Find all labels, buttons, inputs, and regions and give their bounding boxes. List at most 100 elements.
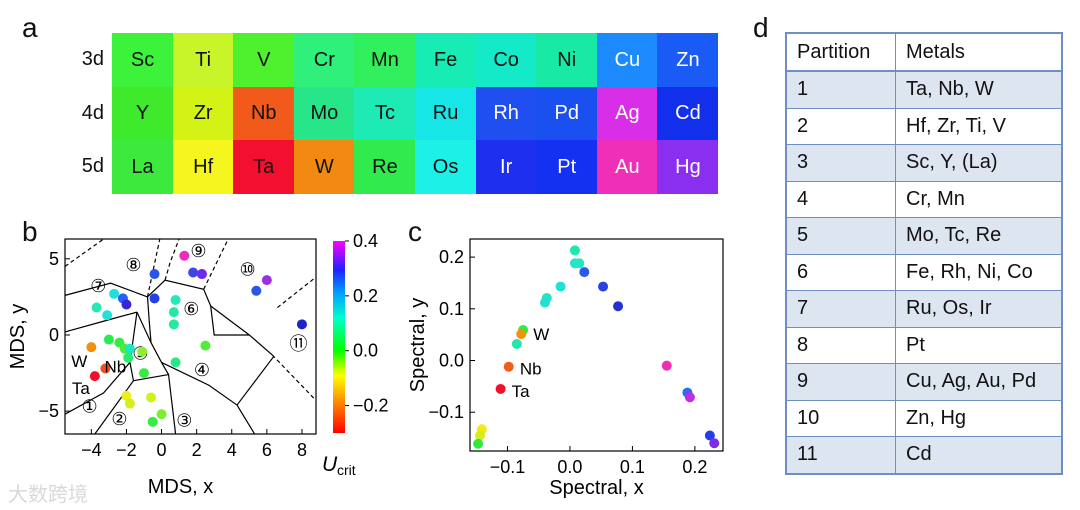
colorbar-tick-label: −0.2 [353,396,389,416]
scatter-point [168,319,179,330]
x-tick-label: 6 [262,440,272,460]
element-cell: Os [415,140,477,194]
partition-boundary-dashed [271,354,317,401]
partition-cell: 8 [785,326,896,364]
point-label: W [533,325,549,344]
scatter-point [661,360,672,371]
scatter-point [188,267,199,278]
scatter-point [121,390,132,401]
partition-cell: 11 [785,436,896,474]
panel-label-d: d [753,12,769,43]
metals-cell: Sc, Y, (La) [895,144,1063,182]
scatter-point [168,307,179,318]
partition-boundary [146,279,273,356]
table-row: 8 Pt [785,326,1063,364]
plot-frame [64,238,317,435]
metals-cell: Cu, Ag, Au, Pd [895,363,1063,401]
scatter-point [124,343,135,354]
partition-boundary-dashed [146,238,161,298]
table-row: 7 Ru, Os, Ir [785,290,1063,328]
element-cell: Rh [475,86,537,141]
x-tick-label: 0.0 [557,457,582,477]
table-row: 9 Cu, Ag, Au, Pd [785,363,1063,401]
table-row: 5 Mo, Tc, Re [785,217,1063,255]
pt-row-label: 4d [81,101,104,124]
metals-cell: Ta, Nb, W [895,70,1063,109]
element-cell: Hf [172,140,234,194]
element-cell: Pt [536,140,598,194]
element-cell: Ni [536,33,598,87]
partition-cell: 9 [785,363,896,401]
scatter-point [503,361,514,372]
element-cell: V [233,33,295,87]
scatter-point [103,334,114,345]
scatter-point [511,338,522,349]
y-tick-label: −5 [38,401,59,421]
partition-number: ① [82,397,98,417]
y-axis-label: Spectral, y [407,298,429,392]
partition-cell: 6 [785,253,896,291]
table-row: 6 Fe, Rh, Ni, Co [785,253,1063,291]
partition-number: ⑨ [190,241,206,261]
scatter-point [179,250,190,261]
scatter-point [170,357,181,368]
element-cell: Mn [354,33,416,87]
y-tick-label: 5 [49,249,59,269]
scatter-point [598,281,609,292]
metals-cell: Hf, Zr, Ti, V [895,107,1063,145]
x-tick-label: 4 [227,440,237,460]
element-cell: Co [475,33,537,87]
scatter-point [100,363,111,374]
partition-boundary [210,305,250,336]
panel-label-b: b [22,216,38,247]
x-axis-label: MDS, x [148,476,214,498]
scatter-point [138,368,149,379]
partition-number: ④ [194,360,210,380]
table-row: 1 Ta, Nb, W [785,70,1063,109]
metals-cell: Pt [895,326,1063,364]
table-row: 11 Cd [785,436,1063,474]
partition-number: ⑩ [239,259,255,279]
scatter-point [109,288,120,299]
scatter-point [261,275,272,286]
partition-number: ③ [176,410,192,430]
element-cell: Fe [415,33,477,87]
scatter-point [89,371,100,382]
partition-cell: 1 [785,70,896,109]
partition-boundary-dashed [277,276,317,309]
x-axis-label: Spectral, x [549,477,643,499]
scatter-point [196,269,207,280]
scatter-point [124,398,135,409]
partition-number: ⑪ [289,334,307,354]
colorbar [333,241,345,433]
watermark: 大数跨境 [8,484,88,506]
scatter-point [495,383,506,394]
y-tick-label: −0.1 [428,402,464,422]
element-cell: Sc [112,33,174,87]
pt-row-label: 5d [81,155,104,177]
partition-cell: 5 [785,217,896,255]
element-cell: Nb [233,86,295,141]
scatter-point [86,342,97,353]
partition-table: Partition Metals 1 Ta, Nb, W 2 Hf, Zr, Ti, … [785,32,1063,475]
partition-number: ⑥ [183,299,199,319]
partition-cell: 10 [785,399,896,437]
colorbar-label: U [322,453,338,476]
partition-boundary [64,282,148,298]
scatter-point [516,329,527,340]
metals-cell: Mo, Tc, Re [895,217,1063,255]
element-cell: Re [354,140,416,194]
scatter-point [137,346,148,357]
scatter-point [569,245,580,256]
header-partition: Partition [785,32,896,72]
partition-boundary [236,404,256,435]
scatter-point [251,285,262,296]
x-tick-label: 0.1 [620,457,645,477]
table-row: 3 Sc, Y, (La) [785,144,1063,182]
header-metals: Metals [895,32,1063,72]
scatter-point [539,297,550,308]
colorbar-tick-label: 0.0 [353,341,378,361]
partition-cell: 7 [785,290,896,328]
element-cell: Ir [475,140,537,194]
